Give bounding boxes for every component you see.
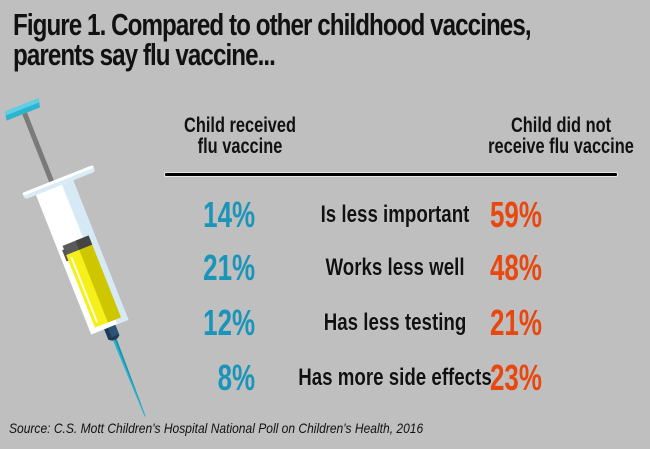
not-received-percent: 48% bbox=[490, 247, 542, 288]
column-header-received-line-2: flu vaccine bbox=[197, 135, 283, 158]
column-header-not-received-line-2: receive flu vaccine bbox=[488, 135, 634, 158]
statement-label: Works less well bbox=[325, 254, 465, 281]
table-row: 14% Is less important 59% bbox=[0, 195, 650, 235]
figure-title-line-1: Figure 1. Compared to other childhood va… bbox=[13, 7, 532, 42]
column-header-not-received: Child did not receive flu vaccine bbox=[471, 115, 650, 157]
statement-label: Has more side effects bbox=[298, 364, 492, 391]
figure-title: Figure 1. Compared to other childhood va… bbox=[13, 7, 532, 72]
header-divider bbox=[165, 173, 617, 176]
statement-label: Is less important bbox=[320, 201, 470, 228]
received-percent: 12% bbox=[203, 302, 255, 343]
column-header-received-line-1: Child received bbox=[184, 114, 296, 137]
figure-title-line-2: parents say flu vaccine... bbox=[13, 37, 276, 72]
table-row: 21% Works less well 48% bbox=[0, 248, 650, 288]
received-percent: 8% bbox=[217, 357, 255, 398]
column-header-received: Child received flu vaccine bbox=[170, 115, 310, 157]
source-note: Source: C.S. Mott Children's Hospital Na… bbox=[9, 420, 424, 436]
received-percent: 21% bbox=[203, 247, 255, 288]
syringe-icon bbox=[5, 98, 146, 417]
table-row: 8% Has more side effects 23% bbox=[0, 358, 650, 398]
statement-label: Has less testing bbox=[323, 309, 467, 336]
not-received-percent: 21% bbox=[490, 302, 542, 343]
received-percent: 14% bbox=[203, 194, 255, 235]
not-received-percent: 23% bbox=[490, 357, 542, 398]
not-received-percent: 59% bbox=[490, 194, 542, 235]
column-header-not-received-line-1: Child did not bbox=[510, 114, 612, 137]
table-row: 12% Has less testing 21% bbox=[0, 303, 650, 343]
